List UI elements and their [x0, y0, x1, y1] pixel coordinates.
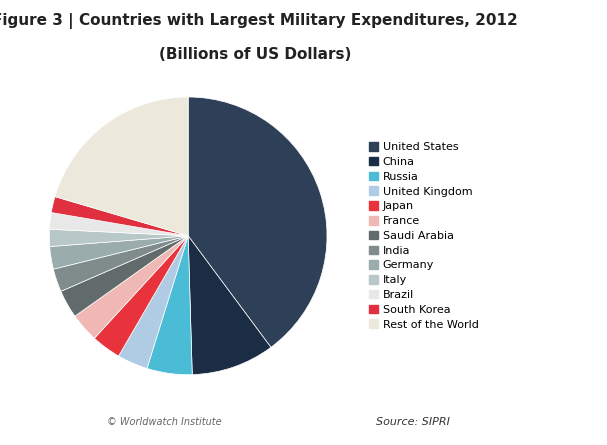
Text: Figure 3 | Countries with Largest Military Expenditures, 2012: Figure 3 | Countries with Largest Milita…	[0, 13, 518, 29]
Text: Source: SIPRI: Source: SIPRI	[376, 417, 450, 427]
Wedge shape	[52, 197, 188, 236]
Wedge shape	[50, 236, 188, 269]
Wedge shape	[49, 229, 188, 247]
Wedge shape	[50, 213, 188, 236]
Wedge shape	[118, 236, 188, 368]
Legend: United States, China, Russia, United Kingdom, Japan, France, Saudi Arabia, India: United States, China, Russia, United Kin…	[367, 140, 481, 332]
Wedge shape	[61, 236, 188, 316]
Text: (Billions of US Dollars): (Billions of US Dollars)	[159, 47, 351, 62]
Wedge shape	[75, 236, 188, 338]
Text: © Worldwatch Institute: © Worldwatch Institute	[107, 417, 221, 427]
Wedge shape	[53, 236, 188, 291]
Wedge shape	[188, 97, 327, 348]
Wedge shape	[95, 236, 188, 356]
Wedge shape	[147, 236, 192, 375]
Wedge shape	[55, 97, 188, 236]
Wedge shape	[188, 236, 271, 375]
